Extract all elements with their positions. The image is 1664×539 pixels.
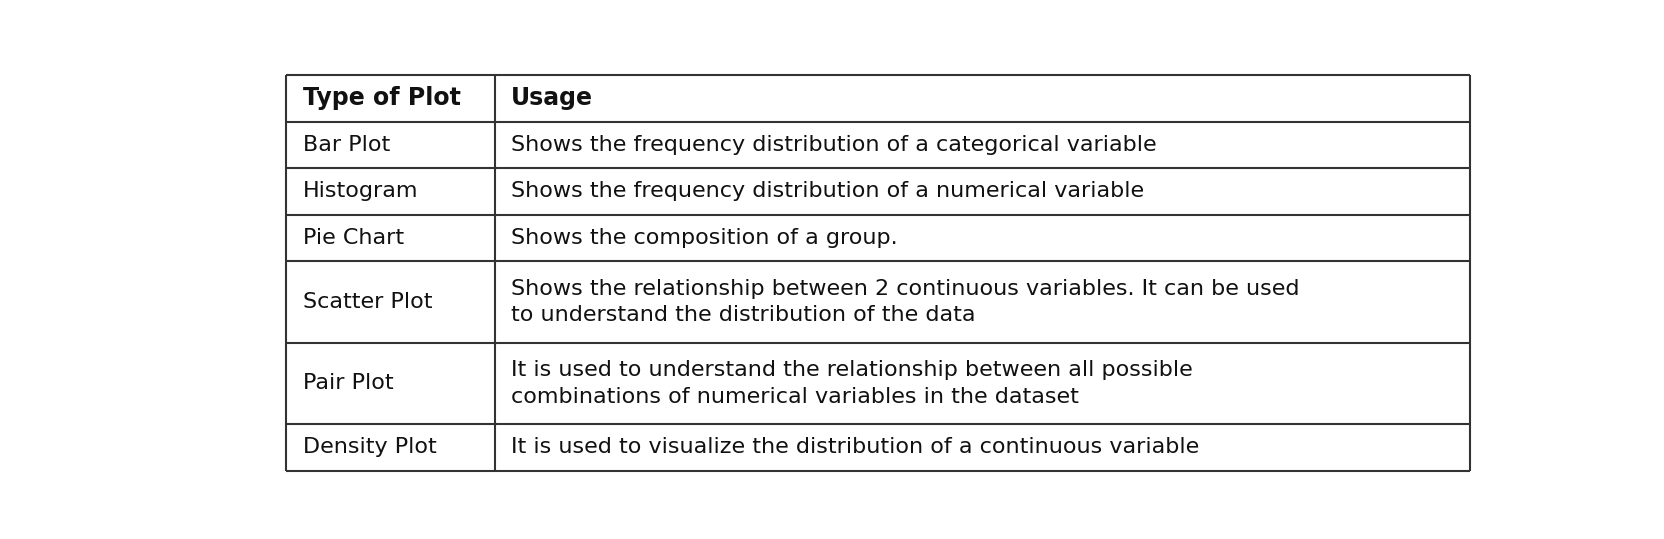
Text: Scatter Plot: Scatter Plot [303,292,433,312]
Text: Pie Chart: Pie Chart [303,228,404,248]
Text: Shows the composition of a group.: Shows the composition of a group. [511,228,897,248]
Text: Density Plot: Density Plot [303,437,436,457]
Text: It is used to understand the relationship between all possible
combinations of n: It is used to understand the relationshi… [511,360,1193,406]
Text: Usage: Usage [511,86,592,110]
Text: Shows the relationship between 2 continuous variables. It can be used
to underst: Shows the relationship between 2 continu… [511,279,1300,325]
Bar [286,343,1469,424]
Text: It is used to visualize the distribution of a continuous variable: It is used to visualize the distribution… [511,437,1198,457]
Bar [286,261,1469,343]
Bar [286,215,1469,261]
Bar [286,424,1469,471]
Text: Bar Plot: Bar Plot [303,135,389,155]
Text: Shows the frequency distribution of a categorical variable: Shows the frequency distribution of a ca… [511,135,1156,155]
Bar [286,168,1469,215]
Text: Pair Plot: Pair Plot [303,374,393,393]
Bar [286,122,1469,168]
Text: Histogram: Histogram [303,182,418,202]
Bar [286,75,1469,122]
Text: Type of Plot: Type of Plot [303,86,461,110]
Text: Shows the frequency distribution of a numerical variable: Shows the frequency distribution of a nu… [511,182,1143,202]
